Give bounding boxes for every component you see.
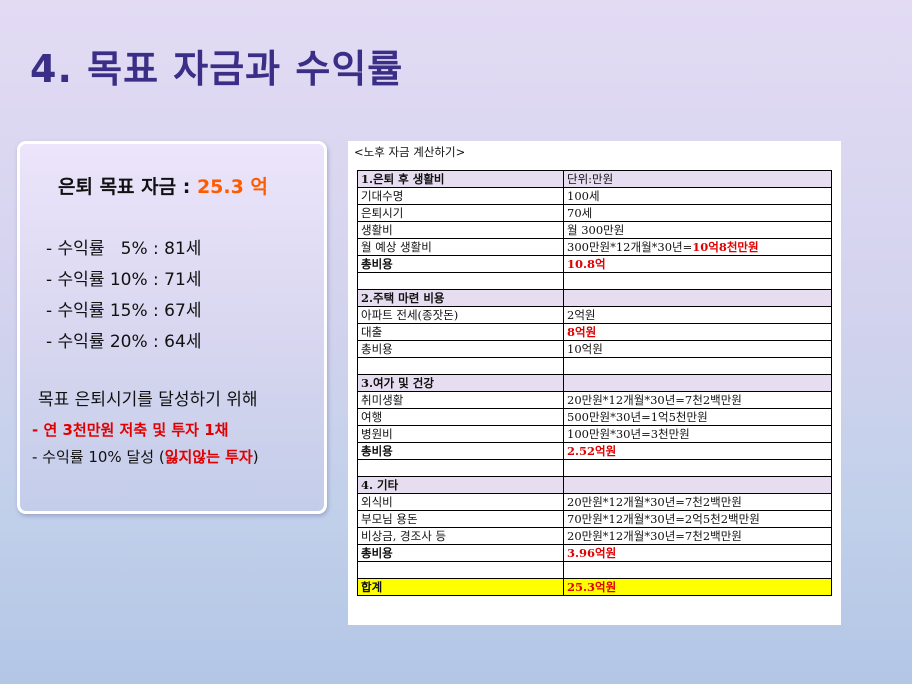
- row-label: 외식비: [357, 493, 564, 511]
- table-row: 월 예상 생활비 300만원*12개월*30년=10억8천만원: [357, 238, 832, 256]
- spacer-row: [357, 272, 832, 290]
- row-value: 8억원: [563, 323, 832, 341]
- table-row: 기대수명 100세: [357, 187, 832, 205]
- spacer-row: [357, 459, 832, 477]
- goal-label: 은퇴 목표 자금 :: [58, 176, 197, 198]
- row-value: 500만원*30년=1억5천만원: [563, 408, 832, 426]
- row-label: [357, 357, 564, 375]
- row-value: [563, 476, 832, 494]
- row-value: [563, 561, 832, 579]
- table-row: 외식비 20만원*12개월*30년=7천2백만원: [357, 493, 832, 511]
- retirement-calc-table: 1.은퇴 후 생활비 단위:만원 기대수명 100세 은퇴시기 70세 생활비 월 300만원…: [357, 170, 832, 596]
- table-row: 아파트 전세(종잣돈) 2억원: [357, 306, 832, 324]
- row-label: [357, 459, 564, 477]
- return-rate-list: - 수익률 5% : 81세 - 수익률 10% : 71세 - 수익률 15%…: [46, 234, 201, 358]
- retirement-calc-panel: <노후 자금 계산하기> 1.은퇴 후 생활비 단위:만원 기대수명 100세 은퇴시기…: [348, 141, 841, 625]
- row-value: 20만원*12개월*30년=7천2백만원: [563, 391, 832, 409]
- row-value: 3.96억원: [563, 544, 832, 562]
- calc-caption: <노후 자금 계산하기>: [354, 145, 466, 159]
- table-row: 은퇴시기 70세: [357, 204, 832, 222]
- grand-total-row: 합계 25.3억원: [357, 578, 832, 596]
- rate-item: - 수익률 5% : 81세: [46, 239, 202, 259]
- row-label: 아파트 전세(종잣돈): [357, 306, 564, 324]
- row-label: 부모님 용돈: [357, 510, 564, 528]
- row-value: [563, 459, 832, 477]
- rate-item: - 수익률 15% : 67세: [46, 301, 202, 321]
- table-row: 총비용 3.96억원: [357, 544, 832, 562]
- row-label: 월 예상 생활비: [357, 238, 564, 256]
- summary-box: 은퇴 목표 자금 : 25.3 억 - 수익률 5% : 81세 - 수익률 1…: [17, 141, 327, 514]
- row-label: 3.여가 및 건강: [357, 374, 564, 392]
- plan-return-suffix: ): [252, 448, 259, 466]
- value-text: 300만원*12개월*30년=: [567, 239, 693, 254]
- section-header-row: 4. 기타: [357, 476, 832, 494]
- row-label: 총비용: [357, 442, 564, 460]
- table-row: 총비용 10억원: [357, 340, 832, 358]
- section-header-row: 3.여가 및 건강: [357, 374, 832, 392]
- row-label: 은퇴시기: [357, 204, 564, 222]
- table-row: 부모님 용돈 70만원*12개월*30년=2억5천2백만원: [357, 510, 832, 528]
- rate-item: - 수익률 20% : 64세: [46, 332, 202, 352]
- row-value: 70세: [563, 204, 832, 222]
- row-label: 2.주택 마련 비용: [357, 289, 564, 307]
- row-value: 70만원*12개월*30년=2억5천2백만원: [563, 510, 832, 528]
- row-label: 병원비: [357, 425, 564, 443]
- row-value: 10억원: [563, 340, 832, 358]
- row-label: [357, 561, 564, 579]
- row-value: 100만원*30년=3천만원: [563, 425, 832, 443]
- row-value: 2억원: [563, 306, 832, 324]
- row-value: [563, 272, 832, 290]
- table-row: 생활비 월 300만원: [357, 221, 832, 239]
- rate-item: - 수익률 10% : 71세: [46, 270, 202, 290]
- row-value: [563, 357, 832, 375]
- row-label: 대출: [357, 323, 564, 341]
- row-label: 총비용: [357, 255, 564, 273]
- row-label: 여행: [357, 408, 564, 426]
- row-label: 비상금, 경조사 등: [357, 527, 564, 545]
- table-row: 비상금, 경조사 등 20만원*12개월*30년=7천2백만원: [357, 527, 832, 545]
- plan-return-emphasis: 잃지않는 투자: [164, 448, 253, 466]
- row-label: 기대수명: [357, 187, 564, 205]
- plan-return-prefix: - 수익률 10% 달성 (: [32, 448, 165, 466]
- table-row: 총비용 10.8억: [357, 255, 832, 273]
- row-value: 2.52억원: [563, 442, 832, 460]
- row-label: 취미생활: [357, 391, 564, 409]
- row-value: 20만원*12개월*30년=7천2백만원: [563, 527, 832, 545]
- row-value: [563, 289, 832, 307]
- plan-savings: - 연 3천만원 저축 및 투자 1채: [32, 421, 229, 439]
- section-header-row: 2.주택 마련 비용: [357, 289, 832, 307]
- row-value: 300만원*12개월*30년=10억8천만원: [563, 238, 832, 256]
- row-label: [357, 272, 564, 290]
- row-label: 1.은퇴 후 생활비: [357, 170, 564, 188]
- row-label: 총비용: [357, 340, 564, 358]
- table-row: 총비용 2.52억원: [357, 442, 832, 460]
- spacer-row: [357, 561, 832, 579]
- row-label: 합계: [357, 578, 564, 596]
- row-value: 25.3억원: [563, 578, 832, 596]
- goal-value: 25.3 억: [196, 176, 268, 198]
- row-value: [563, 374, 832, 392]
- achieve-heading: 목표 은퇴시기를 달성하기 위해: [38, 390, 258, 410]
- page-title: 4. 목표 자금과 수익률: [30, 47, 404, 91]
- section-header-row: 1.은퇴 후 생활비 단위:만원: [357, 170, 832, 188]
- row-value: 100세: [563, 187, 832, 205]
- row-value: 10.8억: [563, 255, 832, 273]
- plan-return: - 수익률 10% 달성 (잃지않는 투자): [32, 446, 259, 467]
- row-value: 월 300만원: [563, 221, 832, 239]
- retirement-goal: 은퇴 목표 자금 : 25.3 억: [58, 172, 268, 199]
- table-row: 병원비 100만원*30년=3천만원: [357, 425, 832, 443]
- value-highlight: 10억8천만원: [692, 239, 759, 254]
- row-value: 단위:만원: [563, 170, 832, 188]
- row-label: 4. 기타: [357, 476, 564, 494]
- table-row: 대출 8억원: [357, 323, 832, 341]
- row-label: 총비용: [357, 544, 564, 562]
- table-row: 여행 500만원*30년=1억5천만원: [357, 408, 832, 426]
- row-value: 20만원*12개월*30년=7천2백만원: [563, 493, 832, 511]
- spacer-row: [357, 357, 832, 375]
- row-label: 생활비: [357, 221, 564, 239]
- table-row: 취미생활 20만원*12개월*30년=7천2백만원: [357, 391, 832, 409]
